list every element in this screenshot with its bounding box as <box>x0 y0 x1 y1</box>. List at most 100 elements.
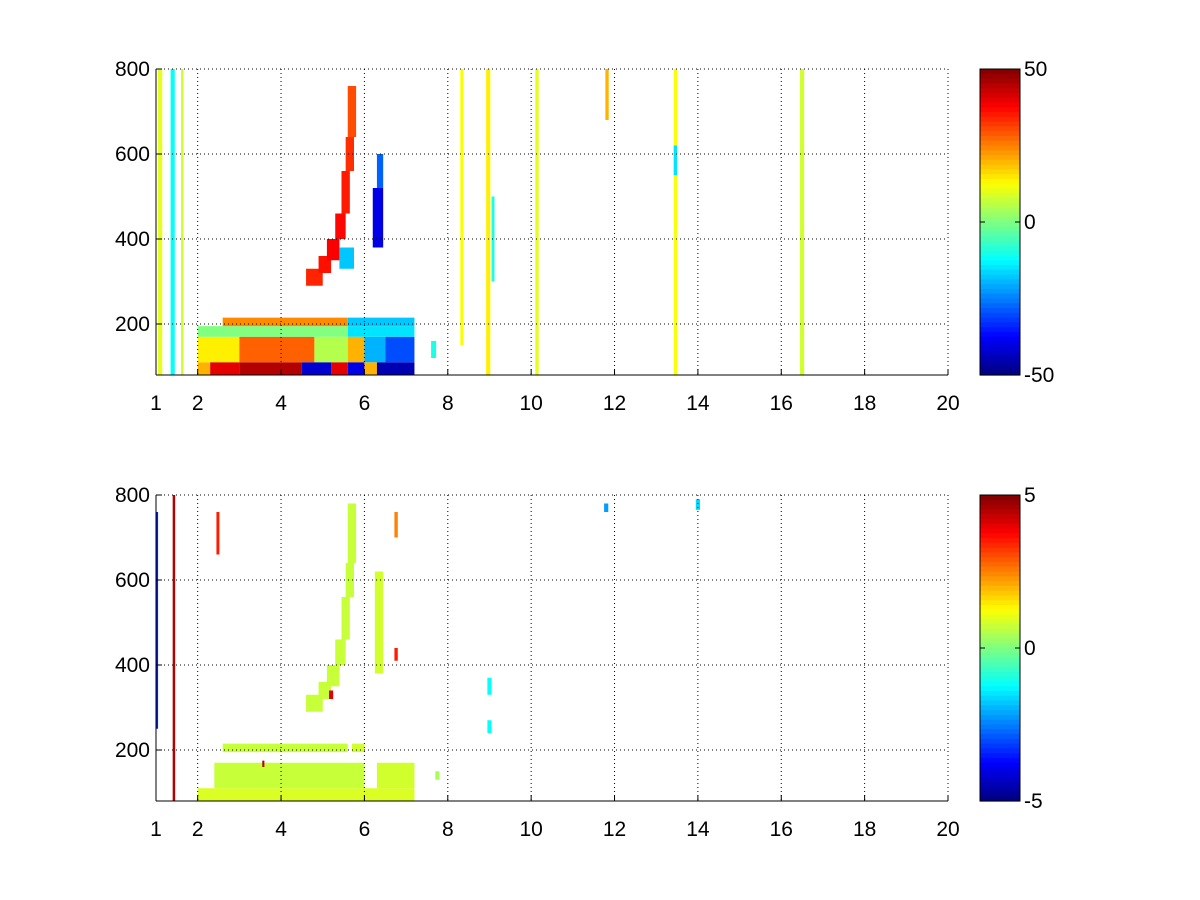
plot-background <box>156 495 948 801</box>
x-tick-label: 4 <box>275 392 287 415</box>
heatmap-cell <box>306 694 323 712</box>
colorbar-swatch <box>980 245 1020 252</box>
heatmap-cell <box>364 336 386 363</box>
colorbar-swatch <box>980 671 1020 678</box>
heatmap-cell <box>605 69 609 120</box>
colorbar-swatch <box>980 714 1020 721</box>
colorbar-swatch <box>980 542 1020 549</box>
colorbar-swatch <box>980 73 1020 80</box>
heatmap-cell <box>800 69 805 375</box>
heatmap-cell <box>197 336 240 363</box>
y-tick-label: 200 <box>115 313 150 336</box>
colorbar-swatch <box>980 241 1020 247</box>
colorbar-swatch <box>980 518 1020 525</box>
colorbar-swatch <box>980 126 1020 132</box>
x-tick-label: 8 <box>442 818 454 841</box>
colorbar-swatch <box>980 135 1020 142</box>
colorbar-swatch <box>980 729 1020 735</box>
colorbar-swatch <box>980 762 1020 769</box>
x-tick-label: 1 <box>150 392 162 415</box>
colorbar-swatch <box>980 748 1020 754</box>
colorbar-swatch <box>980 164 1020 171</box>
x-tick-label: 10 <box>519 392 542 415</box>
colorbar-swatch <box>980 159 1020 166</box>
heatmap-cell <box>156 512 159 729</box>
x-tick-label: 1 <box>150 818 162 841</box>
colorbar-swatch <box>980 317 1020 324</box>
heatmap-cell <box>158 69 163 375</box>
colorbar-swatch <box>980 69 1020 75</box>
x-tick-label: 20 <box>936 392 959 415</box>
colorbar-swatch <box>980 341 1020 347</box>
heatmap-cell <box>347 86 357 137</box>
heatmap-cell <box>339 247 354 269</box>
colorbar-swatch <box>980 547 1020 553</box>
y-tick-label: 400 <box>115 654 150 677</box>
colorbar-swatch <box>980 662 1020 668</box>
x-tick-label: 2 <box>192 392 204 415</box>
x-tick-labels: 1 2 4 6 8 10 12 14 16 18 20 <box>150 392 960 415</box>
colorbar-swatch <box>980 226 1020 233</box>
colorbar-swatch <box>980 312 1020 319</box>
heatmap-cell <box>435 771 440 780</box>
heatmap-cell <box>326 665 340 687</box>
colorbar-swatch <box>980 198 1020 204</box>
colorbar-swatch <box>980 217 1020 223</box>
colorbar-swatch <box>980 207 1020 214</box>
colorbar-swatch <box>980 183 1020 190</box>
x-tick-label: 16 <box>770 818 793 841</box>
heatmap-cell <box>335 213 346 239</box>
colorbar-swatch <box>980 633 1020 640</box>
heatmap-cell <box>347 336 365 363</box>
heatmap-cell <box>262 760 265 768</box>
colorbar-swatch <box>980 222 1020 228</box>
heatmap-cell <box>326 239 340 261</box>
heatmap-cell <box>347 503 357 563</box>
colorbar-swatch <box>980 595 1020 601</box>
heatmap-cell <box>222 317 348 327</box>
colorbar-swatch <box>980 83 1020 89</box>
x-tick-labels: 1 2 4 6 8 10 12 14 16 18 20 <box>150 818 960 841</box>
heatmap-cell <box>222 743 348 753</box>
colorbar-swatch <box>980 614 1020 620</box>
heatmap-cell <box>181 69 184 375</box>
x-tick-label: 14 <box>686 392 710 415</box>
x-tick-label: 14 <box>686 818 710 841</box>
colorbar-swatch <box>980 581 1020 587</box>
heatmap-cell <box>487 720 492 733</box>
colorbar-swatch <box>980 648 1020 654</box>
colorbar-swatch <box>980 265 1020 271</box>
heatmap-cell <box>394 512 398 538</box>
colorbar-swatch <box>980 772 1020 778</box>
colorbar: 50 0 -50 <box>979 58 1054 387</box>
heatmap-cell <box>239 362 302 375</box>
colorbar-swatch <box>980 279 1020 285</box>
colorbar-swatch <box>980 738 1020 745</box>
colorbar-swatch <box>980 188 1020 194</box>
colorbar-swatch <box>980 590 1020 597</box>
grid <box>156 494 949 801</box>
colorbar-swatch <box>980 571 1020 577</box>
colorbar-swatch <box>980 131 1020 137</box>
colorbar-swatch <box>980 495 1020 501</box>
x-tick-label: 2 <box>192 818 204 841</box>
colorbar-swatch <box>980 695 1020 702</box>
heatmap-cell <box>372 188 384 248</box>
colorbar-swatch <box>980 231 1020 237</box>
x-tick-label: 4 <box>275 818 287 841</box>
colorbar-tick-label: 50 <box>1024 58 1047 81</box>
heatmap-cell <box>345 137 354 171</box>
heatmap-cell <box>364 362 377 375</box>
colorbar-swatch <box>980 327 1020 333</box>
colorbar-swatch <box>980 585 1020 592</box>
y-tick-labels: 200 400 600 800 <box>115 484 150 762</box>
heatmap-cell <box>486 69 491 375</box>
colorbar-swatch <box>980 212 1020 218</box>
colorbar-swatch <box>980 561 1020 568</box>
x-tick-label: 16 <box>770 392 793 415</box>
colorbar-swatch <box>980 528 1020 534</box>
colorbar-swatch <box>980 293 1020 300</box>
colorbar-swatch <box>980 796 1020 802</box>
heatmap-cell <box>210 362 240 375</box>
